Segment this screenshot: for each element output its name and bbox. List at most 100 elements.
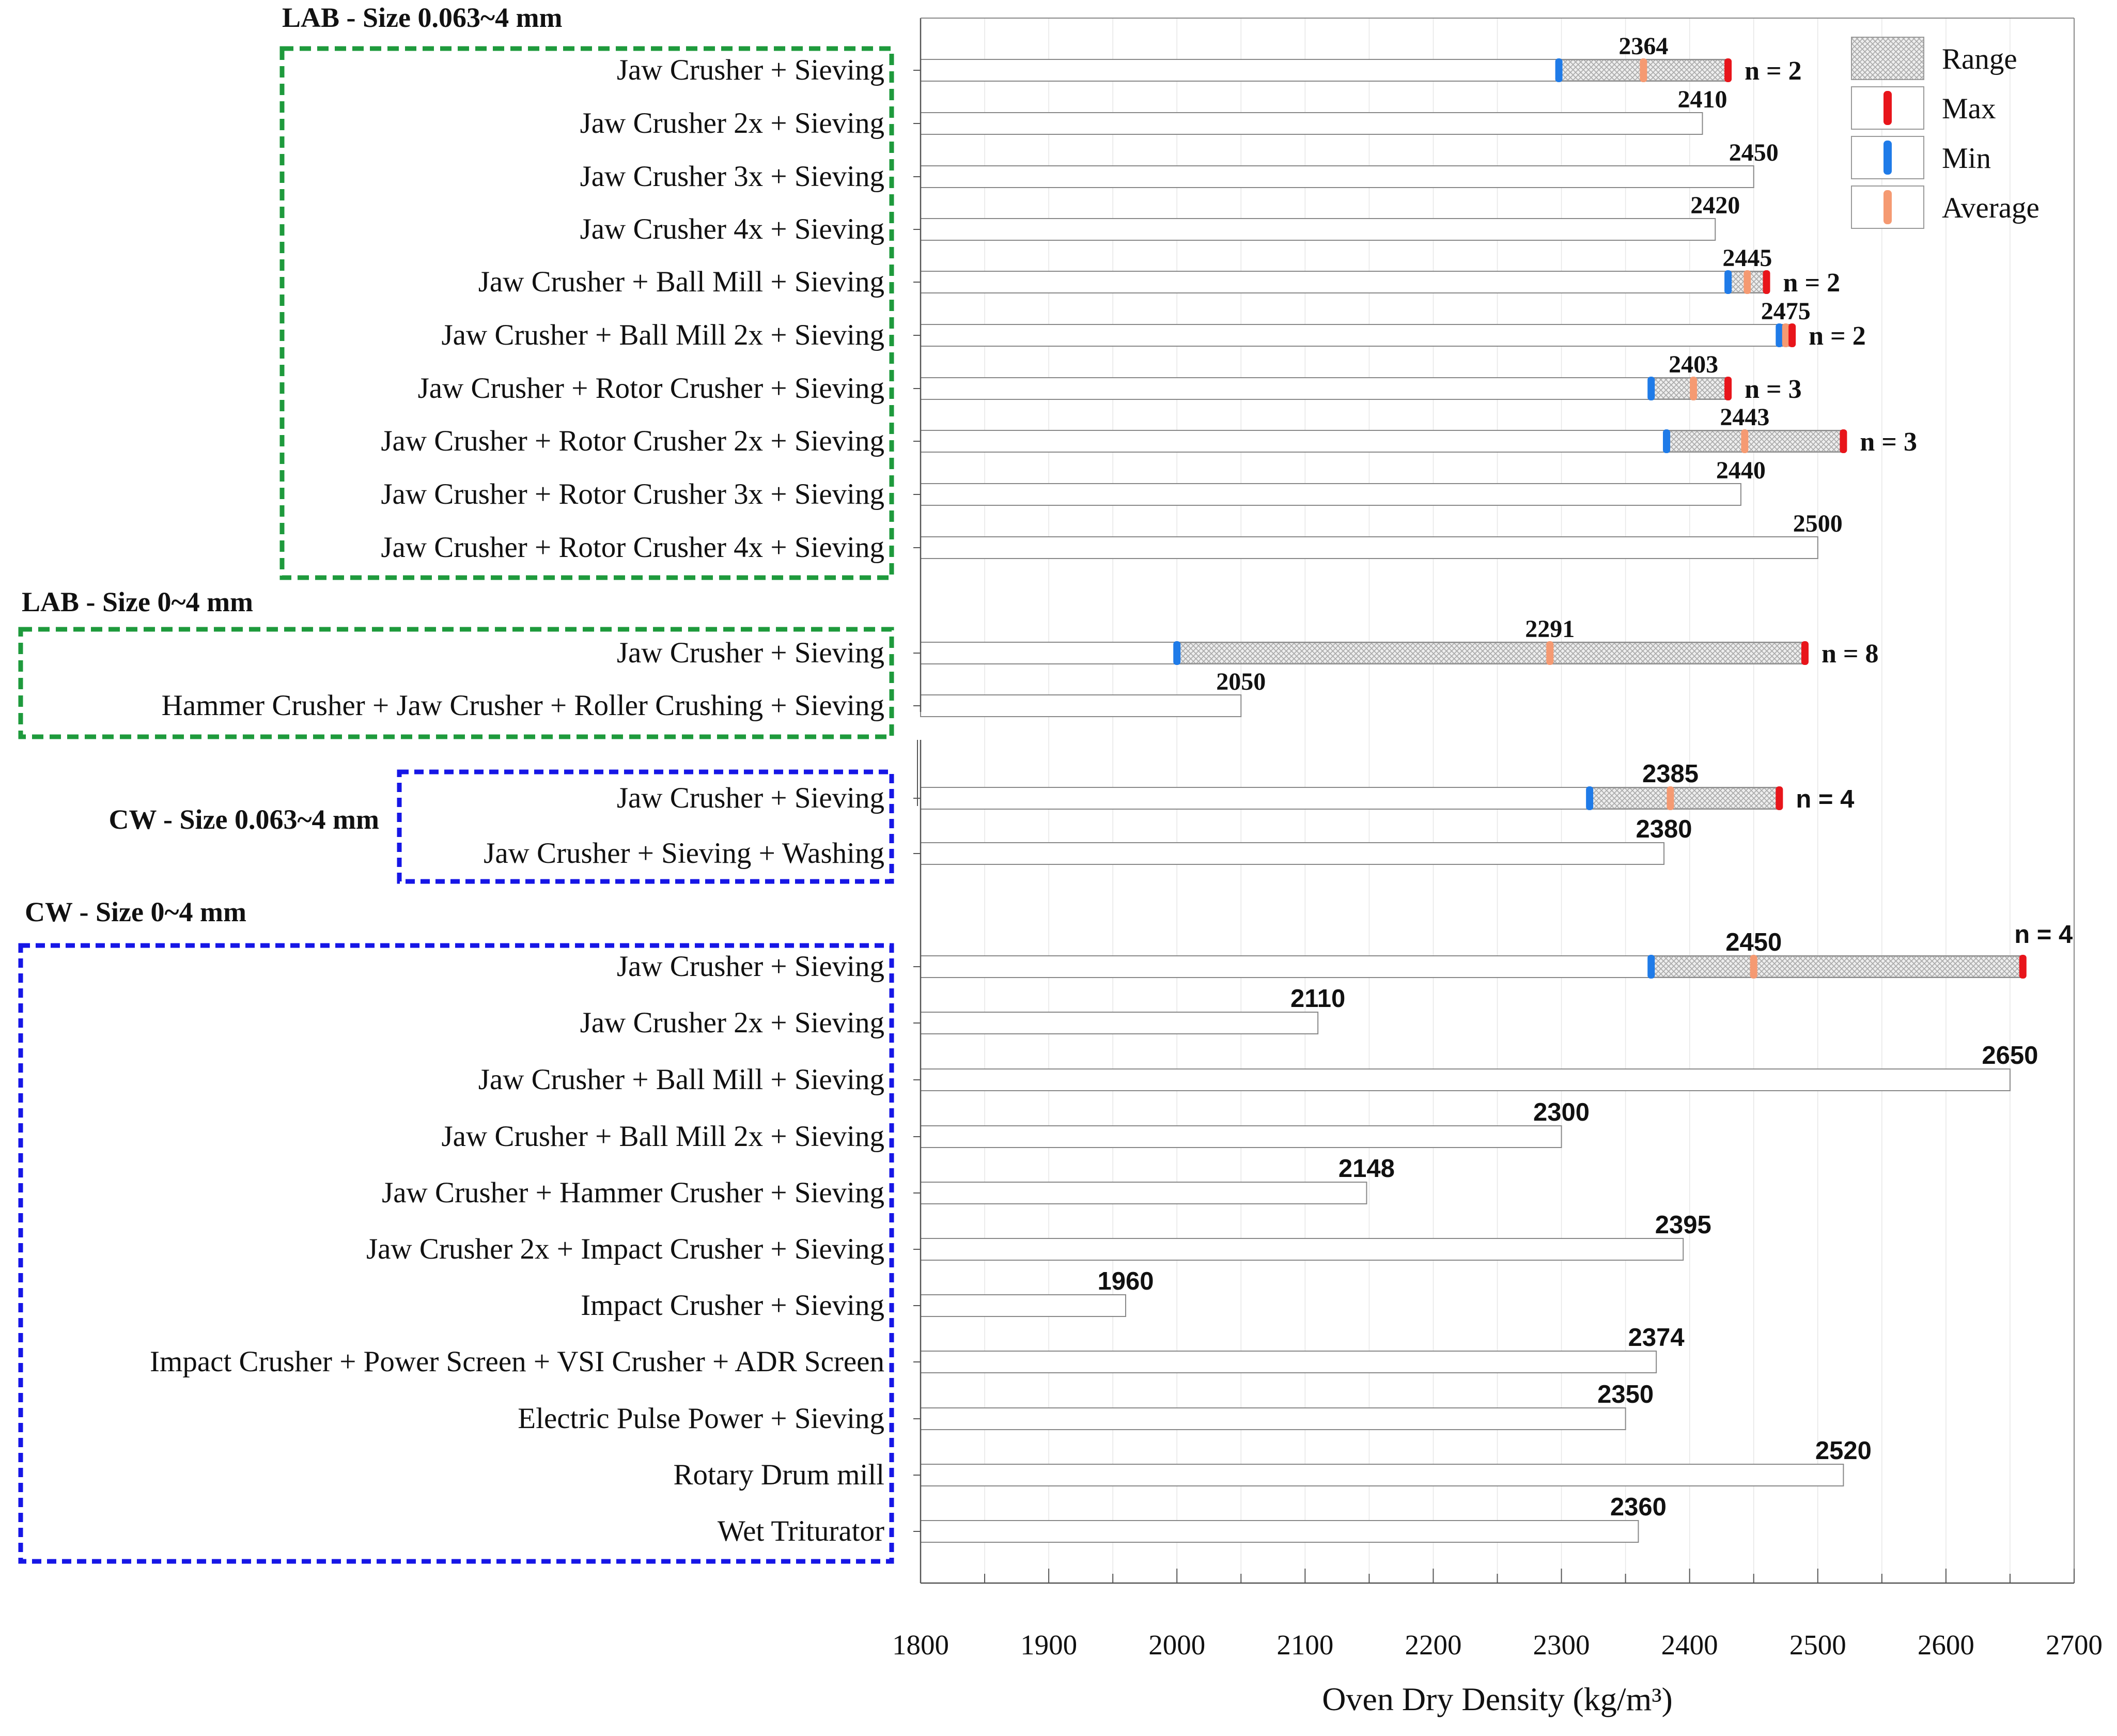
n-label-g0-jaw-crusher-sieving: n = 2 (1745, 56, 1802, 86)
bar-g0-jaw-crusher-3x-sieving (920, 165, 1754, 188)
x-tick-label-2500: 2500 (1789, 1629, 1846, 1661)
n-label-g0-jaw-crusher-rotor-crusher-2x-sieving: n = 3 (1860, 427, 1917, 457)
group-box-lab-size-0-4-mm (18, 627, 894, 739)
value-label-g3-jaw-crusher-sieving: 2450 (1725, 928, 1782, 956)
value-label-g0-jaw-crusher-rotor-crusher-4x-sieving: 2500 (1793, 510, 1843, 537)
max-marker-g0-jaw-crusher-rotor-crusher-2x-sieving (1840, 429, 1847, 453)
min-marker-g0-jaw-crusher-rotor-crusher-sieving (1647, 377, 1655, 400)
category-label-g3-jaw-crusher-ball-mill-sieving: Jaw Crusher + Ball Mill + Sieving (478, 1063, 884, 1096)
value-label-g0-jaw-crusher-4x-sieving: 2420 (1690, 192, 1740, 219)
min-marker-g1-jaw-crusher-sieving (1173, 641, 1181, 665)
average-marker-g0-jaw-crusher-rotor-crusher-2x-sieving (1741, 429, 1749, 453)
max-marker-g0-jaw-crusher-ball-mill-sieving (1763, 270, 1770, 294)
min-marker-g0-jaw-crusher-sieving (1555, 58, 1563, 82)
category-label-g3-jaw-crusher-2x-sieving: Jaw Crusher 2x + Sieving (580, 1006, 884, 1039)
legend-marker-min (1883, 141, 1892, 175)
bar-g0-jaw-crusher-4x-sieving (920, 218, 1716, 241)
legend-label-max: Max (1942, 92, 1996, 125)
bar-g3-impact-crusher-power-screen-vsi-crusher-adr-screen (920, 1351, 1657, 1373)
group-boxes (18, 46, 894, 1564)
value-label-g1-jaw-crusher-sieving: 2291 (1525, 615, 1575, 643)
range-g3-jaw-crusher-sieving (1651, 956, 2023, 978)
group-title-lab-size-0-063-4-mm: LAB - Size 0.063~4 mm (282, 2, 563, 33)
group-title-cw-size-0-063-4-mm: CW - Size 0.063~4 mm (108, 804, 379, 835)
category-label-g0-jaw-crusher-sieving: Jaw Crusher + Sieving (617, 54, 884, 86)
category-label-g3-rotary-drum-mill: Rotary Drum mill (674, 1459, 884, 1491)
legend-marker-average (1883, 190, 1892, 224)
bar-g3-jaw-crusher-2x-sieving (920, 1012, 1319, 1034)
legend-marker-max (1883, 91, 1892, 125)
average-marker-g0-jaw-crusher-rotor-crusher-sieving (1690, 377, 1698, 400)
average-marker-g0-jaw-crusher-sieving (1640, 58, 1647, 82)
value-label-g3-jaw-crusher-2x-impact-crusher-sieving: 2395 (1655, 1211, 1711, 1239)
average-marker-g3-jaw-crusher-sieving (1750, 955, 1757, 979)
category-label-g0-jaw-crusher-2x-sieving: Jaw Crusher 2x + Sieving (580, 107, 884, 140)
x-axis: 1800 1900 2000 2100 2200 2300 2400 2500 2600 2700… (892, 18, 2103, 1717)
value-label-g0-jaw-crusher-2x-sieving: 2410 (1677, 86, 1727, 113)
labels: LAB - Size 0.063~4 mm Jaw Crusher + Sievi… (22, 2, 2073, 1547)
category-label-g0-jaw-crusher-rotor-crusher-4x-sieving: Jaw Crusher + Rotor Crusher 4x + Sieving (381, 531, 884, 564)
legend-label-average: Average (1942, 192, 2040, 224)
bar-g0-jaw-crusher-2x-sieving (920, 112, 1703, 135)
bar-g0-jaw-crusher-rotor-crusher-3x-sieving (920, 483, 1741, 506)
average-marker-g0-jaw-crusher-ball-mill-sieving (1744, 270, 1751, 294)
category-label-g0-jaw-crusher-ball-mill-2x-sieving: Jaw Crusher + Ball Mill 2x + Sieving (441, 319, 884, 351)
n-label-g0-jaw-crusher-ball-mill-2x-sieving: n = 2 (1809, 321, 1866, 351)
average-marker-g2-jaw-crusher-sieving (1667, 786, 1674, 810)
category-label-g0-jaw-crusher-3x-sieving: Jaw Crusher 3x + Sieving (580, 160, 884, 193)
group-box-cw-size-0-063-4-mm (397, 769, 894, 884)
value-label-g3-impact-crusher-power-screen-vsi-crusher-adr-screen: 2374 (1628, 1324, 1685, 1352)
min-marker-g0-jaw-crusher-rotor-crusher-2x-sieving (1663, 429, 1671, 453)
max-marker-g0-jaw-crusher-rotor-crusher-sieving (1724, 377, 1732, 400)
category-label-g3-jaw-crusher-sieving: Jaw Crusher + Sieving (617, 950, 884, 983)
category-label-g2-jaw-crusher-sieving-washing: Jaw Crusher + Sieving + Washing (484, 837, 884, 870)
value-label-g0-jaw-crusher-rotor-crusher-sieving: 2403 (1669, 351, 1718, 378)
average-marker-g1-jaw-crusher-sieving (1546, 641, 1554, 665)
bar-g0-jaw-crusher-ball-mill-2x-sieving (920, 324, 1793, 347)
bar-g3-rotary-drum-mill (920, 1464, 1844, 1486)
x-tick-label-2400: 2400 (1661, 1629, 1718, 1661)
category-label-g3-jaw-crusher-hammer-crusher-sieving: Jaw Crusher + Hammer Crusher + Sieving (382, 1176, 884, 1209)
legend-label-range: Range (1942, 43, 2017, 75)
max-marker-g1-jaw-crusher-sieving (1801, 641, 1809, 665)
category-label-g0-jaw-crusher-rotor-crusher-3x-sieving: Jaw Crusher + Rotor Crusher 3x + Sieving (381, 478, 884, 510)
legend-swatch-range (1851, 37, 1924, 80)
category-label-g1-jaw-crusher-sieving: Jaw Crusher + Sieving (617, 637, 884, 669)
value-label-g3-jaw-crusher-ball-mill-sieving: 2650 (1982, 1042, 2038, 1070)
legend: Range Max Min Average (1851, 37, 2040, 229)
category-label-g0-jaw-crusher-4x-sieving: Jaw Crusher 4x + Sieving (580, 213, 884, 245)
category-label-g0-jaw-crusher-ball-mill-sieving: Jaw Crusher + Ball Mill + Sieving (478, 266, 884, 298)
value-label-g2-jaw-crusher-sieving-washing: 2380 (1636, 815, 1692, 843)
group-title-cw-size-0-4-mm: CW - Size 0~4 mm (25, 896, 246, 927)
value-label-g0-jaw-crusher-rotor-crusher-3x-sieving: 2440 (1716, 457, 1766, 484)
group-title-lab-size-0-4-mm: LAB - Size 0~4 mm (22, 586, 253, 617)
max-marker-g2-jaw-crusher-sieving (1776, 786, 1783, 810)
bar-g3-impact-crusher-sieving (920, 1294, 1126, 1317)
value-label-g3-impact-crusher-sieving: 1960 (1097, 1267, 1154, 1295)
category-label-g3-wet-triturator: Wet Triturator (718, 1515, 884, 1547)
value-label-g0-jaw-crusher-rotor-crusher-2x-sieving: 2443 (1720, 404, 1769, 431)
value-label-g3-wet-triturator: 2360 (1610, 1493, 1667, 1521)
value-label-g3-jaw-crusher-2x-sieving: 2110 (1290, 985, 1345, 1013)
max-marker-g0-jaw-crusher-sieving (1724, 58, 1732, 82)
category-label-g1-hammer-crusher-jaw-crusher-roller-crushing-sieving: Hammer Crusher + Jaw Crusher + Roller Cr… (162, 689, 884, 722)
bars (920, 58, 2027, 1543)
bar-g0-jaw-crusher-ball-mill-sieving (920, 271, 1767, 293)
range-g1-jaw-crusher-sieving (1176, 642, 1805, 664)
value-label-g0-jaw-crusher-sieving: 2364 (1618, 33, 1668, 60)
value-label-g0-jaw-crusher-3x-sieving: 2450 (1729, 139, 1779, 166)
x-tick-label-1800: 1800 (892, 1629, 949, 1661)
range-g0-jaw-crusher-rotor-crusher-sieving (1651, 378, 1729, 399)
group-box-cw-size-0-4-mm (18, 943, 894, 1564)
max-marker-g3-jaw-crusher-sieving (2019, 955, 2027, 979)
bar-g3-jaw-crusher-2x-impact-crusher-sieving (920, 1238, 1684, 1261)
bar-g3-jaw-crusher-ball-mill-2x-sieving (920, 1125, 1562, 1148)
group-box-lab-size-0-063-4-mm (279, 46, 894, 580)
n-label-g2-jaw-crusher-sieving: n = 4 (1796, 785, 1854, 813)
min-marker-g2-jaw-crusher-sieving (1586, 786, 1594, 810)
category-label-g2-jaw-crusher-sieving: Jaw Crusher + Sieving (617, 782, 884, 814)
category-label-g3-jaw-crusher-2x-impact-crusher-sieving: Jaw Crusher 2x + Impact Crusher + Sievin… (366, 1233, 884, 1265)
x-tick-label-2100: 2100 (1277, 1629, 1333, 1661)
category-label-g3-impact-crusher-power-screen-vsi-crusher-adr-screen: Impact Crusher + Power Screen + VSI Crus… (150, 1345, 884, 1378)
n-label-g0-jaw-crusher-ball-mill-sieving: n = 2 (1783, 268, 1841, 298)
